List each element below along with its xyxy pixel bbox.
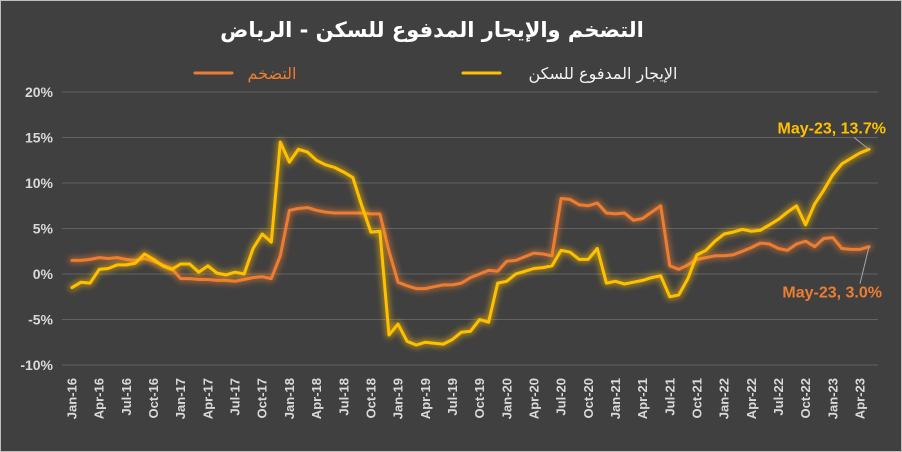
- x-tick-label: Apr-19: [418, 378, 433, 419]
- x-tick-label: Jan-19: [391, 378, 406, 419]
- legend: التضخم الإيجار المدفوع للسكن: [193, 64, 678, 84]
- legend-item-housing-rent: الإيجار المدفوع للسكن: [461, 64, 678, 84]
- x-tick-label: Jan-20: [499, 378, 514, 419]
- x-tick-label: Apr-20: [526, 378, 541, 419]
- y-axis-labels: 20% 15% 10% 5% 0% -5% -10%: [20, 84, 53, 373]
- chart-title: التضخم والإيجار المدفوع للسكن - الرياض: [220, 18, 644, 42]
- y-tick-label: 0%: [33, 266, 54, 282]
- x-tick-label: Oct-16: [146, 378, 161, 418]
- series-lines: [68, 138, 873, 349]
- x-tick-label: Oct-17: [255, 378, 270, 418]
- x-tick-label: Apr-18: [309, 378, 324, 419]
- x-tick-label: Oct-19: [472, 378, 487, 418]
- legend-label-housing-rent: الإيجار المدفوع للسكن: [528, 64, 677, 84]
- x-tick-label: Jan-23: [825, 378, 840, 419]
- x-tick-label: Oct-18: [363, 378, 378, 418]
- data-labels: May-23, 13.7% May-23, 3.0%: [777, 120, 886, 301]
- y-tick-label: 5%: [33, 221, 54, 237]
- data-label: May-23, 13.7%: [777, 120, 886, 137]
- x-tick-label: Jan-21: [608, 378, 623, 419]
- x-tick-label: Apr-22: [744, 378, 759, 419]
- x-tick-label: Apr-17: [200, 378, 215, 419]
- x-tick-label: Jul-22: [771, 378, 786, 416]
- y-tick-label: 10%: [25, 175, 54, 191]
- x-tick-label: Jul-19: [445, 378, 460, 416]
- x-tick-label: Jan-18: [282, 378, 297, 419]
- x-tick-label: Apr-16: [92, 378, 107, 419]
- x-tick-label: Oct-22: [798, 378, 813, 418]
- y-tick-label: 15%: [25, 130, 54, 146]
- x-tick-label: Jul-21: [662, 378, 677, 416]
- y-tick-label: -5%: [28, 312, 53, 328]
- x-tick-label: Jan-22: [717, 378, 732, 419]
- x-tick-label: Jul-16: [119, 378, 134, 416]
- x-tick-label: Apr-21: [635, 378, 650, 419]
- x-tick-label: Jan-17: [173, 378, 188, 419]
- legend-item-inflation: التضخم: [193, 64, 297, 83]
- series-line-inflation: [70, 197, 871, 291]
- x-tick-label: Jul-17: [228, 378, 243, 416]
- x-tick-label: Jul-18: [336, 378, 351, 416]
- plot-area: 20% 15% 10% 5% 0% -5% -10% Jan-16 Apr-16 Jul-16 Oc…: [20, 84, 886, 419]
- y-tick-label: -10%: [20, 357, 53, 373]
- x-tick-label: Jul-20: [554, 378, 569, 416]
- series-line-housing-rent: [70, 140, 871, 347]
- data-label-leader: [859, 246, 870, 284]
- x-tick-label: Oct-20: [581, 378, 596, 418]
- y-tick-label: 20%: [25, 84, 54, 100]
- x-tick-label: Jan-16: [65, 378, 80, 419]
- x-tick-label: Apr-23: [852, 378, 867, 419]
- data-label-leader: [853, 136, 870, 150]
- data-label: May-23, 3.0%: [782, 285, 882, 302]
- legend-label-inflation: التضخم: [248, 64, 297, 83]
- x-axis-labels: Jan-16 Apr-16 Jul-16 Oct-16 Jan-17 Apr-17 Jul-…: [65, 378, 868, 419]
- x-tick-label: Oct-21: [689, 378, 704, 418]
